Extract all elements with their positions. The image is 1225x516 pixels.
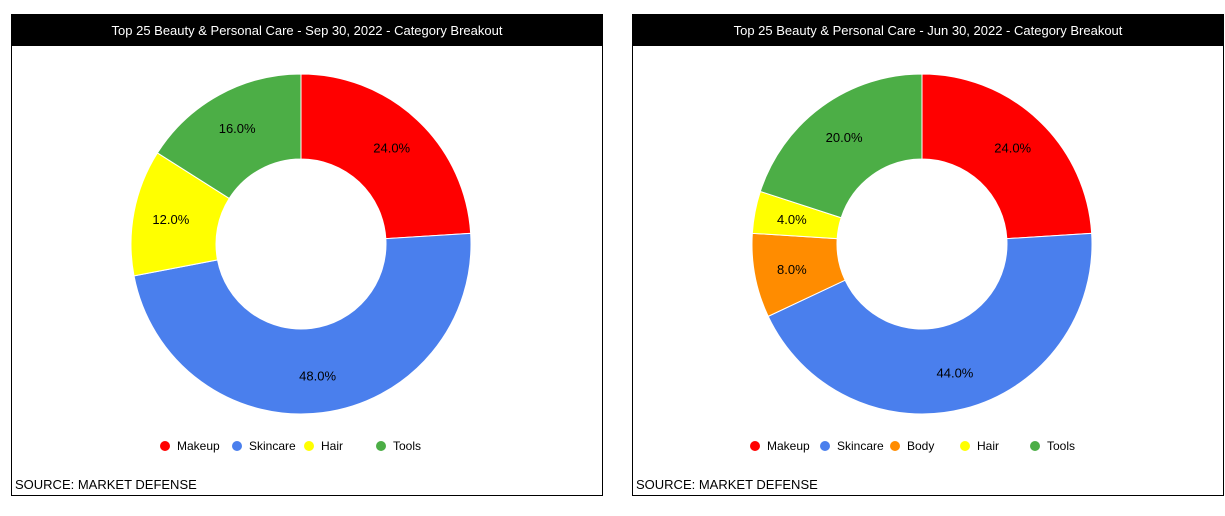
legend-item-skincare: Skincare <box>820 439 884 453</box>
legend-item-body: Body <box>890 439 934 453</box>
legend-swatch-hair <box>304 441 314 451</box>
legend-item-tools: Tools <box>376 439 421 453</box>
source-label: SOURCE: MARKET DEFENSE <box>15 477 197 492</box>
source-label: SOURCE: MARKET DEFENSE <box>636 477 818 492</box>
legend-label-skincare: Skincare <box>837 439 884 453</box>
data-label-skincare: 48.0% <box>299 368 336 383</box>
slice-makeup <box>921 73 1093 240</box>
legend-swatch-tools <box>1030 441 1040 451</box>
legend-swatch-skincare <box>232 441 242 451</box>
slice-skincare <box>767 232 1093 415</box>
data-label-makeup: 24.0% <box>994 140 1031 155</box>
legend-item-tools: Tools <box>1030 439 1075 453</box>
legend-label-body: Body <box>907 439 934 453</box>
legend-label-tools: Tools <box>393 439 421 453</box>
legend-swatch-hair <box>960 441 970 451</box>
legend-item-hair: Hair <box>960 439 999 453</box>
legend-label-skincare: Skincare <box>249 439 296 453</box>
legend-swatch-skincare <box>820 441 830 451</box>
chart-title: Top 25 Beauty & Personal Care - Sep 30, … <box>12 15 602 46</box>
legend-swatch-body <box>890 441 900 451</box>
slice-makeup <box>300 73 472 240</box>
donut-chart-sep-2022: 24.0% 48.0% 12.0% 16.0% Makeup Skincare Hair To… <box>130 73 472 453</box>
data-label-makeup: 24.0% <box>373 140 410 155</box>
legend-swatch-makeup <box>750 441 760 451</box>
data-label-tools: 16.0% <box>219 121 256 136</box>
legend-item-skincare: Skincare <box>232 439 296 453</box>
legend-item-makeup: Makeup <box>160 439 220 453</box>
data-label-skincare: 44.0% <box>937 365 974 380</box>
legend-item-makeup: Makeup <box>750 439 810 453</box>
legend-swatch-tools <box>376 441 386 451</box>
data-label-hair: 12.0% <box>152 212 189 227</box>
legend-label-hair: Hair <box>321 439 343 453</box>
slice-skincare <box>133 232 472 415</box>
data-label-tools: 20.0% <box>826 130 863 145</box>
legend-item-hair: Hair <box>304 439 343 453</box>
chart-panel-jun-2022: Top 25 Beauty & Personal Care - Jun 30, … <box>632 14 1224 496</box>
legend-label-makeup: Makeup <box>767 439 810 453</box>
chart-panel-sep-2022: Top 25 Beauty & Personal Care - Sep 30, … <box>11 14 603 496</box>
data-label-hair: 4.0% <box>777 212 807 227</box>
slice-tools <box>759 73 923 219</box>
legend-label-tools: Tools <box>1047 439 1075 453</box>
legend-label-hair: Hair <box>977 439 999 453</box>
slice-tools <box>156 73 302 200</box>
chart-title: Top 25 Beauty & Personal Care - Jun 30, … <box>633 15 1223 46</box>
legend-label-makeup: Makeup <box>177 439 220 453</box>
legend-swatch-makeup <box>160 441 170 451</box>
data-label-body: 8.0% <box>777 262 807 277</box>
donut-chart-jun-2022: 24.0% 44.0% 8.0% 4.0% 20.0% Makeup Skincare Bod… <box>750 73 1093 453</box>
